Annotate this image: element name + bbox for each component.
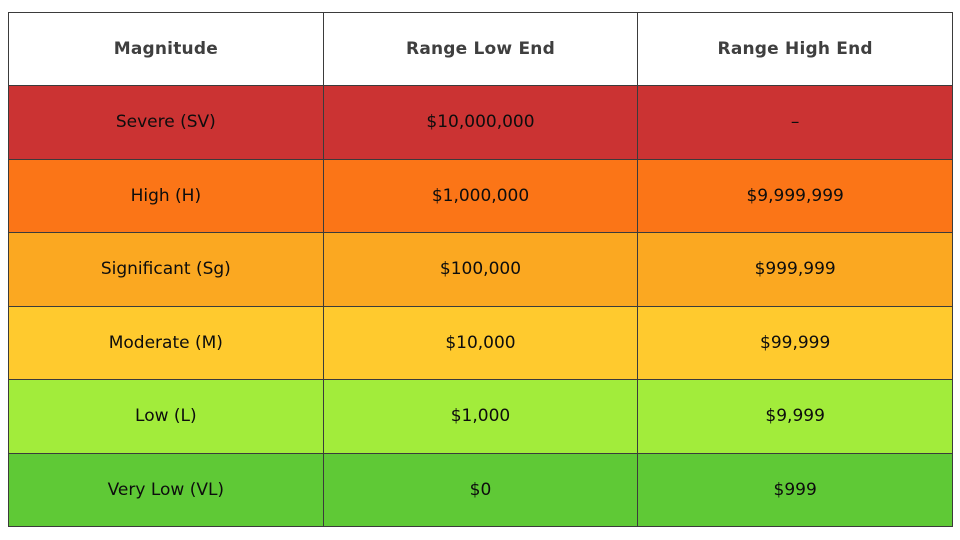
cell-magnitude: Very Low (VL) [8,452,324,527]
cell-range-low-end: $0 [322,452,639,527]
cell-range-high-end: $99,999 [637,305,953,380]
cell-range-low-end: $1,000,000 [322,158,639,233]
cell-magnitude: Low (L) [8,379,324,454]
header-cell-range-low-end: Range Low End [322,12,639,86]
table-row-moderate: Moderate (M) $10,000 $99,999 [8,305,953,380]
cell-range-high-end: $9,999 [637,379,953,454]
cell-range-high-end: $999 [637,452,953,527]
cell-magnitude: Significant (Sg) [8,232,324,307]
header-cell-magnitude: Magnitude [8,12,324,86]
cell-range-low-end: $1,000 [322,379,639,454]
cell-range-high-end: – [637,85,953,160]
cell-magnitude: Severe (SV) [8,85,324,160]
cell-magnitude: Moderate (M) [8,305,324,380]
header-cell-range-high-end: Range High End [637,12,953,86]
table-row-very-low: Very Low (VL) $0 $999 [8,452,953,527]
risk-magnitude-table: Magnitude Range Low End Range High End S… [8,12,953,527]
table-row-severe: Severe (SV) $10,000,000 – [8,85,953,160]
cell-range-high-end: $9,999,999 [637,158,953,233]
cell-magnitude: High (H) [8,158,324,233]
table-row-significant: Significant (Sg) $100,000 $999,999 [8,232,953,307]
cell-range-low-end: $100,000 [322,232,639,307]
cell-range-high-end: $999,999 [637,232,953,307]
table-row-high: High (H) $1,000,000 $9,999,999 [8,158,953,233]
magnitude-range-table: Magnitude Range Low End Range High End S… [8,12,953,527]
table-row-low: Low (L) $1,000 $9,999 [8,379,953,454]
header-row: Magnitude Range Low End Range High End [8,12,953,86]
cell-range-low-end: $10,000 [322,305,639,380]
cell-range-low-end: $10,000,000 [322,85,639,160]
